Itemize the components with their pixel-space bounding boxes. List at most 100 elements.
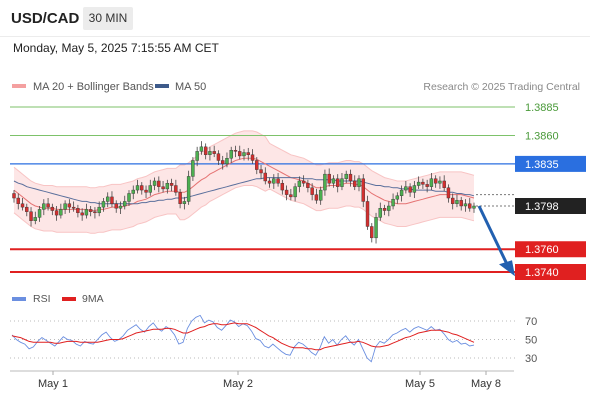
candle-body	[106, 196, 110, 202]
candle-body	[161, 186, 165, 190]
candle-body	[472, 205, 476, 209]
current-price-label: 1.3798	[525, 201, 559, 213]
candle-body	[408, 186, 412, 193]
candle-body	[382, 208, 387, 211]
rsi-legend-swatch	[12, 297, 26, 301]
forecast-arrow-shaft	[477, 205, 510, 267]
candle-body	[221, 160, 225, 165]
candle-body	[365, 201, 370, 227]
candle-body	[71, 206, 76, 209]
candle-body	[353, 180, 357, 187]
watermark: Research © 2025 Trading Central	[423, 81, 580, 93]
candle-body	[50, 206, 55, 211]
candle-body	[272, 178, 276, 184]
candle-body	[246, 152, 250, 155]
support-level-badge	[515, 264, 586, 280]
rsi-tick-label: 30	[525, 353, 537, 365]
candle-body	[336, 178, 340, 187]
ma50-legend-label: MA 50	[175, 81, 206, 93]
candle-body	[378, 208, 382, 218]
rsi-ma-line	[11, 322, 475, 351]
candle-body	[463, 203, 468, 207]
candle-body	[331, 178, 336, 184]
candle-body	[199, 146, 204, 152]
candle-body	[157, 180, 161, 187]
candle-body	[442, 180, 446, 188]
rsi-legend-label: RSI	[33, 293, 51, 305]
candle-body	[101, 201, 106, 208]
candle-body	[148, 185, 152, 193]
candle-body	[212, 151, 216, 154]
rsi-plot: 70 50 30	[10, 314, 537, 365]
bollinger-upper-line	[13, 130, 475, 189]
candle-body	[310, 187, 314, 195]
candle-body	[165, 183, 170, 190]
candle-body	[451, 197, 455, 204]
bollinger-lower-line	[13, 185, 475, 234]
ma50-line	[13, 177, 475, 205]
candle-body	[267, 180, 272, 184]
candle-body	[348, 173, 353, 182]
candle-body	[323, 173, 327, 191]
candle-body	[301, 180, 306, 184]
candle-body	[425, 184, 429, 187]
candle-body	[140, 185, 144, 191]
candle-body	[191, 160, 195, 177]
candle-body	[203, 146, 208, 155]
candle-body	[421, 181, 425, 185]
candle-body	[391, 198, 395, 207]
resistance-level-label: 1.3885	[525, 102, 559, 114]
candle-body	[263, 172, 267, 182]
candle-body	[29, 211, 33, 221]
candle-body	[344, 173, 348, 179]
resistance-level-label: 1.3860	[525, 130, 559, 142]
rsi-line	[11, 314, 475, 363]
price-plot: 1.3885 1.3860 1.3835 1.3760 1.3740 1.3798	[10, 102, 586, 280]
candle-body	[25, 206, 29, 212]
candle-body	[186, 176, 191, 202]
candle-body	[340, 178, 344, 187]
candle-body	[152, 180, 157, 186]
candle-body	[63, 203, 67, 210]
main-legend: MA 20 + Bollinger Bands MA 50	[12, 81, 206, 93]
candle-body	[42, 203, 46, 210]
candle-body	[131, 189, 135, 194]
candle-body	[178, 192, 182, 204]
candle-body	[233, 150, 238, 152]
x-tick-label: May 2	[223, 378, 253, 390]
candle-body	[97, 206, 101, 214]
candle-body	[455, 200, 459, 204]
candle-body	[438, 180, 442, 184]
candle-body	[110, 196, 114, 204]
candle-body	[306, 183, 310, 188]
candle-body	[46, 203, 50, 208]
candle-body	[404, 186, 408, 191]
candle-body	[88, 209, 93, 212]
candle-body	[459, 200, 463, 207]
candle-body	[76, 208, 80, 214]
candle-body	[370, 226, 374, 239]
candle-body	[395, 195, 400, 200]
x-axis: May 1 May 2 May 5 May 8	[38, 371, 501, 390]
candle-body	[276, 178, 280, 184]
candle-body	[123, 201, 127, 207]
candle-body	[37, 209, 42, 218]
candle-body	[118, 205, 123, 209]
candle-body	[20, 203, 25, 208]
candle-body	[195, 151, 199, 161]
candle-body	[399, 189, 404, 196]
candle-body	[182, 201, 187, 204]
timeframe-button[interactable]: 30 MIN	[83, 7, 133, 30]
candle-body	[250, 154, 255, 161]
rsi-legend: RSI 9MA	[12, 293, 104, 305]
candle-body	[297, 180, 302, 187]
candle-body	[314, 194, 319, 201]
candle-body	[169, 183, 174, 186]
rsi-tick-label: 50	[525, 335, 537, 347]
candle-body	[412, 185, 417, 193]
candle-body	[84, 209, 89, 216]
x-tick-label: May 5	[405, 378, 435, 390]
candle-body	[429, 178, 434, 187]
candle-body	[468, 203, 472, 209]
